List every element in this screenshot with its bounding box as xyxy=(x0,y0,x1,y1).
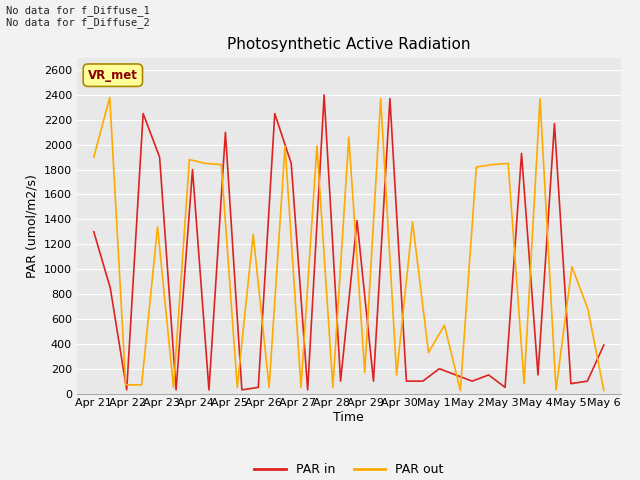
Title: Photosynthetic Active Radiation: Photosynthetic Active Radiation xyxy=(227,37,470,52)
Text: No data for f_Diffuse_1
No data for f_Diffuse_2: No data for f_Diffuse_1 No data for f_Di… xyxy=(6,5,150,28)
Legend: PAR in, PAR out: PAR in, PAR out xyxy=(250,458,448,480)
Text: VR_met: VR_met xyxy=(88,69,138,82)
X-axis label: Time: Time xyxy=(333,411,364,424)
Y-axis label: PAR (umol/m2/s): PAR (umol/m2/s) xyxy=(25,174,38,277)
